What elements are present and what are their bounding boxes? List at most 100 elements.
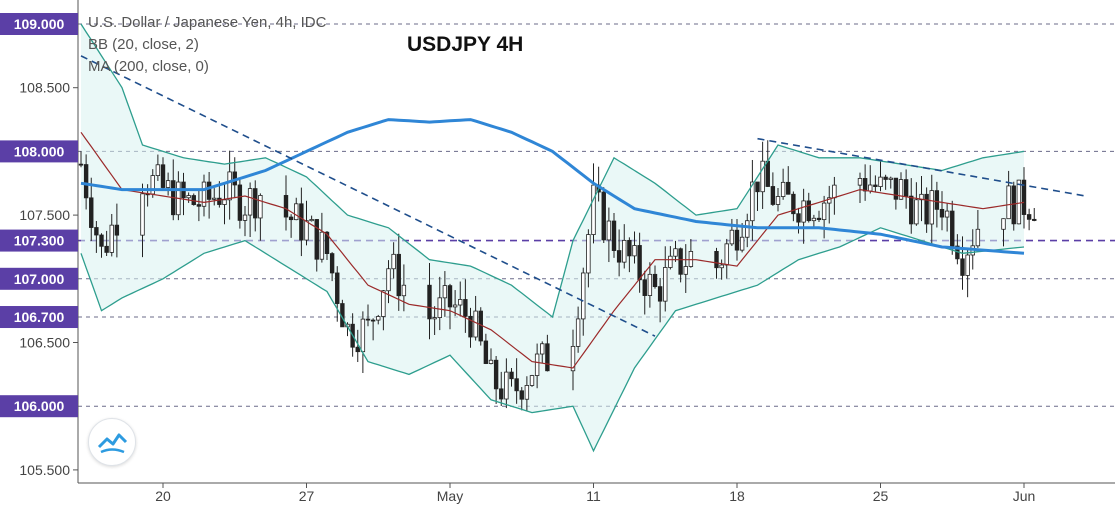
- candle-body: [381, 290, 386, 317]
- candle-body: [581, 272, 586, 320]
- candle-body: [222, 199, 227, 205]
- candle-body: [893, 177, 899, 200]
- candle-body: [304, 220, 309, 241]
- candle-body: [401, 284, 407, 297]
- candle-body: [755, 181, 760, 193]
- candle-body: [355, 346, 360, 353]
- candle-body: [688, 251, 694, 267]
- candle-body: [627, 239, 632, 257]
- candle-body: [83, 164, 89, 199]
- x-tick-label: 20: [155, 488, 171, 504]
- price-label-box: [0, 13, 78, 35]
- ma200-line: [80, 118, 1025, 255]
- candle-body: [458, 299, 463, 306]
- candle-body: [529, 375, 535, 386]
- candle-body: [324, 231, 330, 254]
- candle-body: [591, 184, 596, 235]
- candle-body: [314, 219, 319, 260]
- candle-body: [950, 210, 955, 247]
- candle-body: [150, 175, 155, 195]
- candle-body: [857, 178, 863, 186]
- candle-body: [488, 359, 494, 364]
- candle-body: [493, 359, 499, 390]
- candle-body: [888, 177, 893, 180]
- candle-body: [1001, 218, 1006, 230]
- indicator-ma: MA (200, close, 0): [88, 58, 209, 75]
- candle-body: [939, 208, 945, 218]
- candle-body: [165, 180, 171, 188]
- candle-body: [898, 179, 904, 200]
- candle-body: [791, 193, 796, 215]
- candle-body: [637, 245, 642, 281]
- x-tick-label: 18: [729, 488, 745, 504]
- candle-body: [370, 319, 376, 322]
- candle-body: [811, 217, 817, 222]
- chart-title: USDJPY 4H: [407, 33, 524, 56]
- candle-body: [601, 191, 606, 241]
- candle-body: [335, 272, 340, 304]
- candle-body: [714, 251, 719, 269]
- candle-body: [606, 220, 612, 241]
- candle-body: [447, 285, 453, 308]
- candle-body: [212, 197, 217, 200]
- candle-body: [575, 318, 581, 347]
- bollinger-band-fill: [81, 24, 1024, 451]
- candle-body: [806, 200, 811, 222]
- y-tick-label: 107.300: [14, 233, 65, 249]
- x-tick-label: Jun: [1013, 488, 1036, 504]
- candle-body: [827, 197, 832, 204]
- candle-body: [514, 378, 519, 392]
- y-tick-label: 106.000: [14, 398, 65, 414]
- tradingview-logo-icon[interactable]: [88, 418, 136, 466]
- candle-body: [104, 245, 109, 253]
- candle-body: [678, 248, 683, 275]
- candle-body: [832, 184, 837, 199]
- x-tick-label: 11: [586, 488, 601, 504]
- trendline: [757, 137, 1086, 197]
- candle-body: [780, 181, 786, 197]
- candle-body: [504, 371, 509, 400]
- candle-body: [616, 250, 622, 263]
- candle-body: [929, 190, 934, 225]
- candle-body: [1021, 179, 1027, 215]
- candle-body: [657, 286, 663, 302]
- candle-body: [258, 195, 263, 219]
- candle-body: [668, 255, 673, 268]
- candle-body: [442, 285, 448, 299]
- y-tick-label: 108.000: [14, 143, 65, 159]
- trendline: [80, 55, 656, 337]
- candle-body: [89, 197, 94, 228]
- candle-body: [196, 204, 202, 207]
- candle-body: [873, 184, 878, 187]
- chart-legend: U.S. Dollar / Japanese Yen, 4h, IDC BB (…: [88, 12, 326, 78]
- candle-body: [1032, 218, 1037, 221]
- candle-body: [760, 160, 765, 193]
- candle-body: [570, 345, 576, 372]
- candle-body: [652, 273, 658, 288]
- candle-body: [386, 268, 391, 292]
- candle-body: [1026, 214, 1032, 220]
- y-tick-label: 108.500: [19, 80, 70, 96]
- price-label-box: [0, 140, 78, 163]
- y-tick-label: 106.500: [19, 335, 70, 351]
- candle-body: [160, 164, 166, 188]
- candle-body: [540, 343, 545, 355]
- candle-body: [965, 254, 970, 276]
- candle-body: [432, 317, 437, 320]
- candle-body: [473, 310, 478, 338]
- candle-body: [186, 195, 191, 199]
- candle-body: [463, 299, 468, 317]
- candle-body: [862, 178, 868, 192]
- candle-body: [499, 388, 504, 400]
- candle-body: [376, 316, 381, 321]
- candle-body: [253, 188, 258, 219]
- candle-body: [719, 264, 724, 269]
- candle-body: [227, 171, 232, 201]
- candle-body: [437, 297, 442, 318]
- candle-body: [944, 210, 950, 218]
- candle-body: [427, 284, 432, 320]
- candle-body: [960, 258, 965, 276]
- candle-body: [914, 199, 919, 225]
- candle-body: [632, 245, 637, 257]
